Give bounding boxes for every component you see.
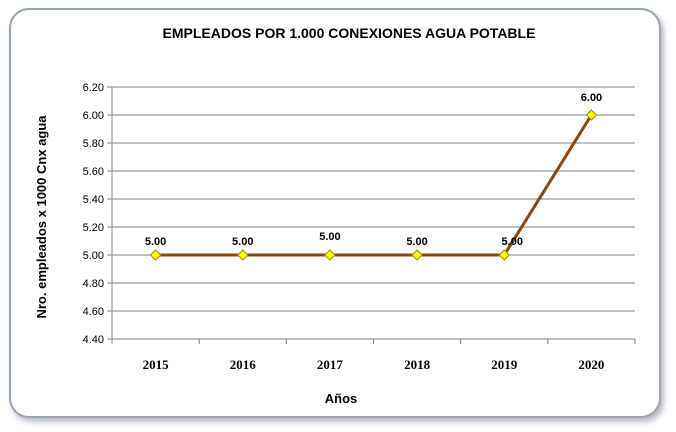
- x-axis-label: Años: [325, 391, 358, 406]
- data-label: 6.00: [581, 92, 602, 104]
- series-line: [155, 114, 593, 257]
- x-tick-label: 2016: [230, 357, 257, 372]
- y-tick-label: 4.60: [83, 306, 104, 318]
- axes: [107, 86, 636, 344]
- y-tick-label: 5.20: [83, 222, 104, 234]
- x-tick-label: 2017: [317, 357, 344, 372]
- chart-frame: [9, 8, 661, 418]
- x-tick-label: 2019: [491, 357, 518, 372]
- y-tick-label: 5.60: [83, 166, 104, 178]
- data-label: 5.00: [406, 236, 427, 248]
- data-labels: 5.00 5.00 5.00 5.00 5.00 6.00: [145, 92, 602, 248]
- tick-labels: 4.40 4.60 4.80 5.00 5.20 5.40 5.60 5.80 6.00 6.20…: [83, 82, 605, 372]
- y-tick-label: 6.20: [83, 82, 104, 94]
- series-layer: [149, 109, 598, 261]
- x-tick-label: 2020: [578, 357, 604, 372]
- x-tick-label: 2015: [143, 357, 170, 372]
- y-axis-label: Nro. empleados x 1000 Cnx agua: [34, 115, 49, 319]
- data-point-marker: [324, 249, 336, 261]
- data-point-marker: [237, 249, 249, 261]
- data-label: 5.00: [232, 236, 253, 248]
- data-point-marker: [585, 109, 598, 121]
- chart-title: EMPLEADOS POR 1.000 CONEXIONES AGUA POTA…: [163, 25, 536, 41]
- data-label: 5.00: [145, 236, 166, 248]
- x-tick-label: 2018: [404, 357, 431, 372]
- y-tick-label: 5.80: [83, 138, 104, 150]
- data-point-marker: [498, 249, 510, 261]
- y-tick-label: 4.40: [83, 334, 104, 346]
- data-point-marker: [411, 249, 423, 261]
- data-point-marker: [149, 249, 162, 261]
- data-label: 5.00: [319, 231, 340, 243]
- y-tick-label: 5.00: [83, 250, 104, 262]
- data-label: 5.00: [502, 236, 523, 248]
- y-tick-label: 5.40: [83, 194, 104, 206]
- gridlines: [112, 86, 635, 312]
- y-tick-label: 6.00: [83, 110, 104, 122]
- y-tick-label: 4.80: [83, 278, 104, 290]
